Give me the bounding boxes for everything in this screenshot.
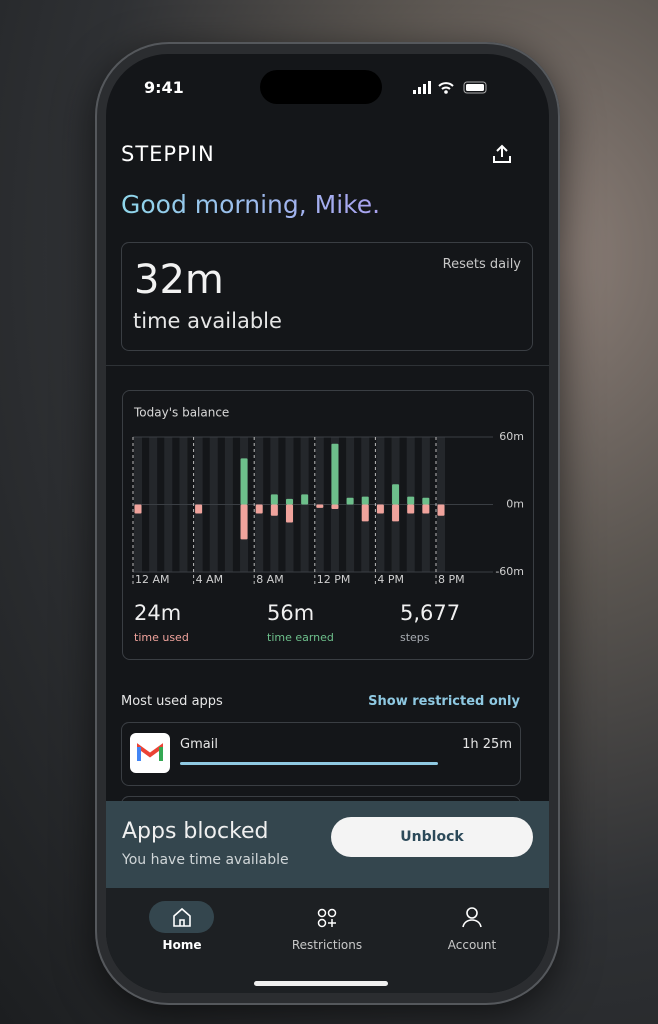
tab-account[interactable]: Account [447, 938, 497, 952]
bar [376, 504, 384, 514]
stat: 5,677 steps [400, 601, 530, 644]
status-icons [413, 81, 487, 94]
greeting: Good morning, Mike. [121, 190, 381, 219]
bar [255, 504, 263, 514]
balance-chart: Today's balance 60m 0m -60m 12 AM 4 AM 8 AM 12… [132, 406, 524, 586]
unblock-button[interactable]: Unblock [331, 817, 533, 857]
account-icon [462, 907, 482, 928]
tab-bar: Home Restrictions Account [106, 888, 549, 993]
bar [240, 458, 248, 505]
status-time: 9:41 [144, 78, 184, 97]
stat-value: 24m [134, 601, 182, 625]
bar [361, 496, 369, 505]
available-label: time available [133, 309, 282, 333]
stat-label: time earned [267, 631, 334, 644]
restrictions-icon [317, 908, 337, 928]
bar [392, 484, 400, 505]
divider [106, 365, 549, 366]
app-duration: 1h 25m [462, 737, 512, 752]
home-indicator [254, 981, 388, 986]
tab-restrictions[interactable]: Restrictions [291, 938, 363, 952]
reset-note: Resets daily [442, 257, 521, 272]
banner-title: Apps blocked [122, 819, 269, 844]
bar [195, 504, 203, 514]
tab-home[interactable]: Home [162, 938, 202, 952]
x-tick-label: 4 AM [196, 573, 224, 586]
x-tick-label: 8 AM [256, 573, 284, 586]
home-icon [173, 907, 191, 927]
bar [407, 504, 415, 514]
bar [286, 498, 293, 505]
x-tick-label: 12 PM [317, 573, 351, 586]
bar [392, 504, 400, 522]
available-amount: 32m [134, 257, 224, 303]
active-tab-pill [149, 901, 214, 933]
stat-label: time used [134, 631, 189, 644]
bar [437, 504, 445, 516]
bar [331, 504, 339, 509]
dynamic-island [260, 70, 382, 104]
y-tick-label: 60m [499, 430, 524, 443]
apps-title: Most used apps [121, 694, 223, 709]
bar [361, 504, 369, 522]
bar [270, 504, 278, 516]
y-tick-label: -60m [495, 565, 524, 578]
bar [331, 443, 339, 505]
stat-value: 56m [267, 601, 315, 625]
stats-row: 24m time used 56m time earned 5,677 steps [123, 601, 533, 659]
banner-subtitle: You have time available [122, 852, 289, 868]
share-button[interactable] [492, 144, 512, 164]
available-card: 32m time available Resets daily [121, 242, 533, 351]
x-tick-label: 4 PM [377, 573, 404, 586]
bar [422, 497, 430, 505]
x-tick-label: 8 PM [438, 573, 465, 586]
stat: 24m time used [134, 601, 264, 644]
app-row[interactable]: Gmail 1h 25m [121, 722, 521, 786]
app-name: Gmail [180, 737, 218, 752]
stat-label: steps [400, 631, 430, 644]
bar [134, 504, 142, 514]
stat: 56m time earned [267, 601, 397, 644]
x-tick-label: 12 AM [135, 573, 170, 586]
app-logo: STEPPIN [121, 142, 215, 166]
restricted-filter[interactable]: Show restricted only [368, 694, 520, 709]
balance-card: Today's balance 60m 0m -60m 12 AM 4 AM 8 AM 12… [122, 390, 534, 660]
stat-value: 5,677 [400, 601, 461, 625]
bar [270, 494, 278, 505]
bar [286, 504, 293, 523]
bar [422, 504, 430, 514]
bar [301, 494, 309, 505]
screen: 9:41 STEPPIN Good morning, Mike. 32m tim… [106, 54, 549, 993]
bar [316, 504, 324, 508]
blocked-banner: Apps blocked You have time available Unb… [106, 801, 549, 888]
gmail-icon [130, 733, 170, 773]
usage-bar [180, 762, 438, 765]
bar [346, 497, 354, 505]
bar [407, 496, 415, 505]
chart-title: Today's balance [133, 406, 229, 420]
bar [240, 504, 248, 540]
y-tick-label: 0m [506, 498, 524, 511]
